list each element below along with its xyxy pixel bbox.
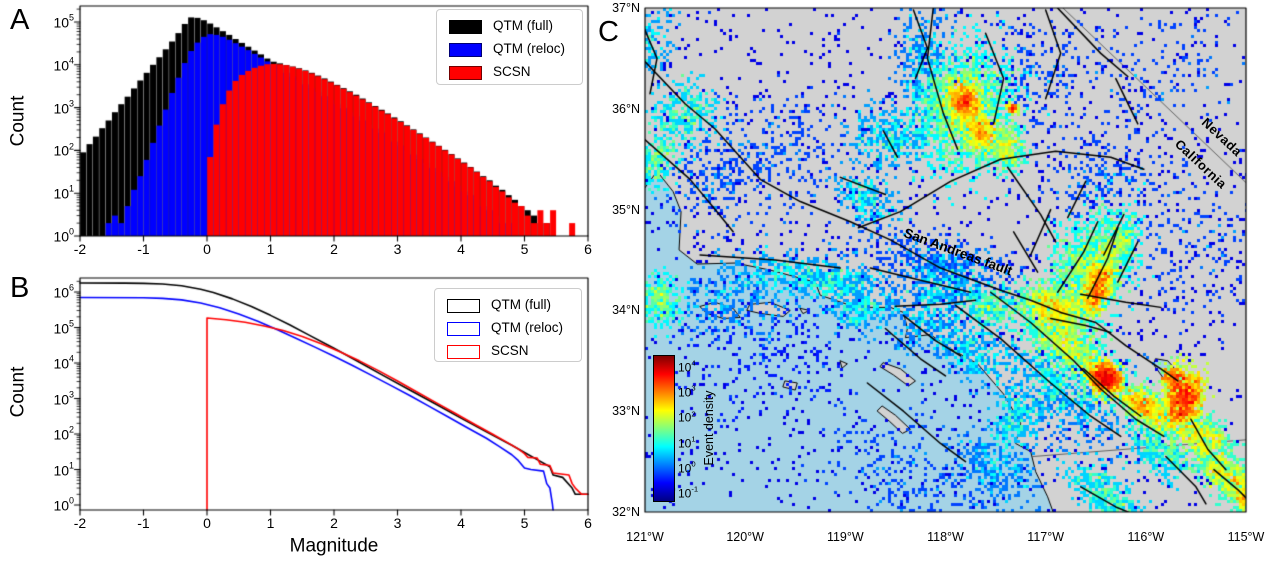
map-lat-tick: 32°N <box>612 504 640 519</box>
map-lon-tick: 121°W <box>626 530 664 544</box>
a-xtick: 3 <box>393 241 402 257</box>
map-lon-tick: 119°W <box>826 530 864 544</box>
legend-item: QTM (full) <box>435 297 581 313</box>
colorbar <box>653 355 675 502</box>
panel-a-letter: A <box>10 4 30 36</box>
map-lat-tick: 37°N <box>612 0 640 15</box>
b-xtick: 0 <box>203 515 211 531</box>
b-xtick: 6 <box>584 515 592 531</box>
b-xtick: 5 <box>520 515 529 531</box>
a-ytick: 100 <box>53 226 74 245</box>
a-ytick: 101 <box>53 183 74 202</box>
legend-panel-b: QTM (full) QTM (reloc) SCSN <box>434 288 582 362</box>
legend-swatch-icon <box>447 299 480 313</box>
map-lat-tick: 33°N <box>612 403 640 418</box>
map-lat-tick: 35°N <box>612 202 640 217</box>
map-lon-tick: 115°W <box>1227 530 1265 544</box>
legend-label: SCSN <box>493 64 531 79</box>
legend-item: SCSN <box>435 343 581 359</box>
a-ytick: 104 <box>53 55 74 74</box>
legend-item: SCSN <box>437 64 582 80</box>
legend-swatch-icon <box>447 322 480 336</box>
legend-swatch-icon <box>449 43 482 57</box>
b-xtick: 4 <box>457 515 465 531</box>
legend-item: QTM (reloc) <box>437 41 582 57</box>
map-lon-tick: 118°W <box>927 530 964 544</box>
colorbar-tick: 104 <box>678 358 696 375</box>
panel-c-letter: C <box>598 16 619 48</box>
legend-panel-a: QTM (full) QTM (reloc) SCSN <box>436 9 583 85</box>
a-xtick: 5 <box>520 241 529 257</box>
a-xtick: 2 <box>330 241 338 257</box>
panel-b-xlabel: Magnitude <box>289 535 379 557</box>
colorbar-tick: 100 <box>678 459 696 476</box>
b-ytick: 106 <box>53 282 74 301</box>
panel-a-ylabel: Count <box>7 95 29 147</box>
legend-swatch-icon <box>449 66 482 80</box>
map-lon-tick: 116°W <box>1127 530 1165 544</box>
a-xtick: 1 <box>266 241 275 257</box>
colorbar-tick: 10-1 <box>678 484 699 501</box>
legend-label: QTM (reloc) <box>493 41 565 56</box>
a-xtick: 6 <box>584 241 592 257</box>
b-xtick: -1 <box>137 515 150 531</box>
legend-swatch-icon <box>447 345 480 359</box>
legend-swatch-icon <box>449 20 482 34</box>
legend-label: SCSN <box>491 343 529 358</box>
b-xtick: -2 <box>73 515 87 531</box>
a-xtick: -1 <box>137 241 150 257</box>
colorbar-tick: 101 <box>678 434 696 451</box>
legend-label: QTM (reloc) <box>491 320 563 335</box>
map-lat-tick: 36°N <box>612 101 640 116</box>
b-ytick: 101 <box>53 460 74 478</box>
panel-b-ylabel: Count <box>7 366 29 418</box>
b-ytick: 100 <box>53 495 74 514</box>
map-lon-tick: 117°W <box>1027 530 1065 544</box>
panel-b-letter: B <box>10 272 30 304</box>
map-lat-tick: 34°N <box>612 303 640 318</box>
legend-item: QTM (reloc) <box>435 320 581 336</box>
a-ytick: 103 <box>53 98 74 116</box>
colorbar-tick: 102 <box>678 409 696 425</box>
a-ytick: 105 <box>53 12 74 31</box>
legend-label: QTM (full) <box>493 18 553 33</box>
colorbar-label: Event density <box>701 390 716 466</box>
b-xtick: 1 <box>266 515 275 531</box>
a-xtick: 4 <box>457 241 465 257</box>
a-xtick: 0 <box>203 241 211 257</box>
colorbar-tick: 103 <box>678 383 696 400</box>
b-ytick: 105 <box>53 318 74 336</box>
b-ytick: 102 <box>53 424 74 443</box>
b-ytick: 103 <box>53 389 74 407</box>
b-xtick: 3 <box>393 515 402 531</box>
legend-item: QTM (full) <box>437 18 582 34</box>
a-ytick: 102 <box>53 141 74 159</box>
b-xtick: 2 <box>330 515 338 531</box>
a-xtick: -2 <box>73 241 87 257</box>
map-lon-tick: 120°W <box>726 530 764 544</box>
b-ytick: 104 <box>53 353 74 372</box>
legend-label: QTM (full) <box>491 297 551 312</box>
